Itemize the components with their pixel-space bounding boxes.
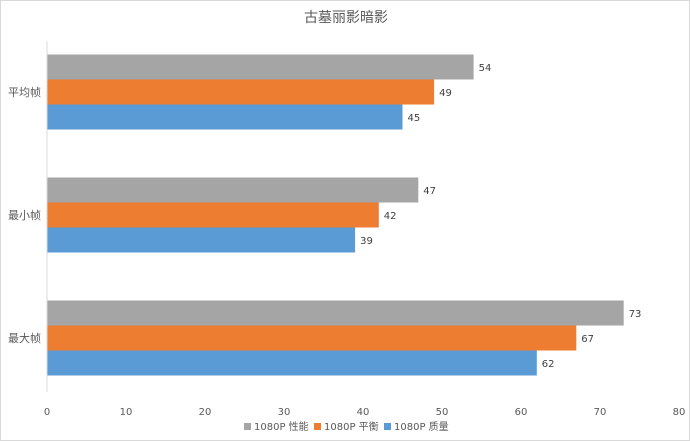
category-label-2: 最小帧 — [8, 208, 41, 222]
legend-swatch-3 — [384, 423, 391, 430]
data-label-2-3: 67 — [581, 334, 594, 345]
bars-group: 54 49 45 47 42 39 73 67 62 — [47, 54, 642, 376]
category-label-3: 最大帧 — [8, 331, 41, 345]
data-label-2-2: 42 — [384, 211, 397, 222]
data-label-3-2: 39 — [360, 236, 373, 247]
bar-2-2 — [47, 202, 379, 228]
legend: 1080P 性能 1080P 平衡 1080P 质量 — [244, 420, 449, 433]
bar-3-3 — [47, 350, 537, 376]
bar-2-1 — [47, 79, 435, 105]
bar-2-3 — [47, 325, 577, 351]
bar-3-2 — [47, 227, 356, 253]
legend-swatch-1 — [244, 423, 251, 430]
legend-label-2: 1080P 平衡 — [324, 421, 379, 433]
bar-1-1 — [47, 54, 474, 80]
category-label-1: 平均帧 — [8, 85, 41, 99]
x-tick-label-3: 20 — [199, 407, 212, 418]
data-label-3-1: 45 — [408, 113, 421, 124]
x-tick-label-4: 30 — [278, 407, 291, 418]
legend-label-3: 1080P 质量 — [394, 421, 449, 433]
legend-label-1: 1080P 性能 — [254, 420, 309, 433]
x-tick-label-1: 0 — [44, 407, 50, 418]
data-label-3-3: 62 — [542, 359, 555, 370]
x-tick-label-6: 50 — [436, 407, 449, 418]
data-label-1-1: 54 — [479, 63, 492, 74]
data-label-2-1: 49 — [439, 88, 452, 99]
x-axis: 0 10 20 30 40 50 60 70 80 — [44, 41, 686, 418]
x-tick-label-2: 10 — [120, 407, 133, 418]
x-tick-label-9: 80 — [673, 407, 686, 418]
data-label-1-2: 47 — [423, 186, 436, 197]
bar-1-3 — [47, 300, 624, 326]
chart-title: 古墓丽影暗影 — [304, 10, 388, 26]
x-tick-label-7: 60 — [515, 407, 528, 418]
x-tick-label-8: 70 — [594, 407, 607, 418]
legend-swatch-2 — [314, 423, 321, 430]
x-tick-label-5: 40 — [357, 407, 370, 418]
bar-1-2 — [47, 177, 419, 203]
bar-3-1 — [47, 104, 403, 130]
data-label-1-3: 73 — [629, 309, 642, 320]
